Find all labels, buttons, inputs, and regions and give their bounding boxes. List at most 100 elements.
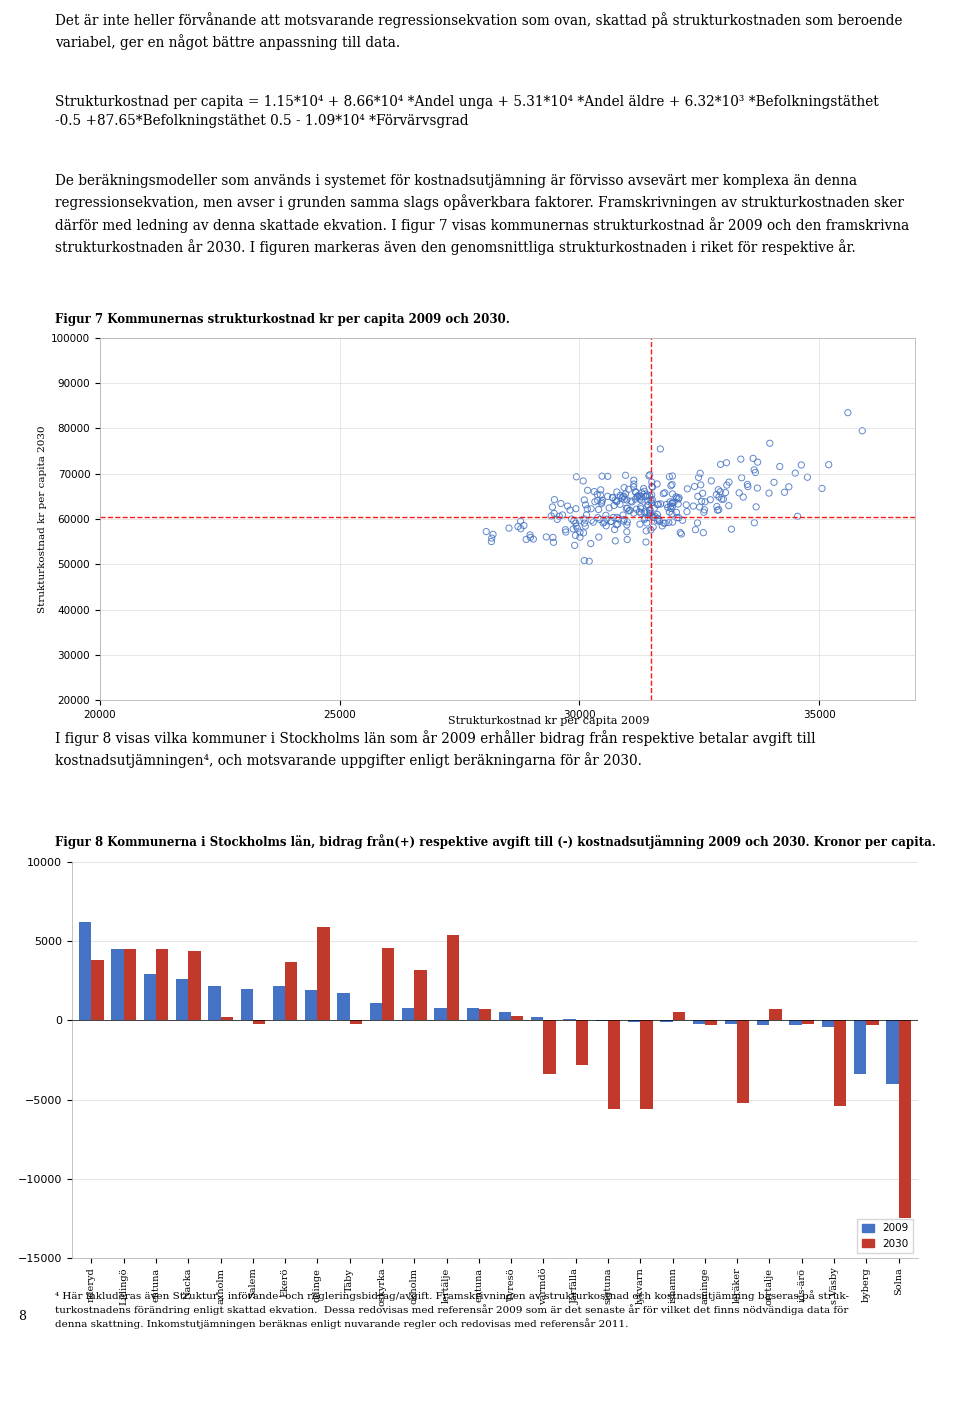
Point	[673, 522, 688, 545]
Point	[719, 451, 734, 474]
Point	[484, 526, 499, 549]
Point	[634, 481, 649, 503]
Bar	[854, 1021, 866, 1074]
Point	[660, 496, 676, 519]
Point	[605, 486, 620, 509]
Bar	[628, 1021, 640, 1022]
Bar	[434, 1008, 446, 1021]
Bar	[757, 1021, 770, 1025]
Point	[721, 495, 736, 518]
Bar	[576, 1021, 588, 1065]
Point	[565, 518, 581, 540]
Point	[616, 509, 632, 532]
Point	[696, 501, 711, 523]
Point	[655, 515, 670, 538]
Point	[555, 503, 570, 526]
Point	[679, 493, 694, 516]
Point	[790, 505, 805, 528]
Point	[708, 483, 724, 506]
Point	[709, 499, 725, 522]
Point	[714, 488, 730, 510]
Point	[610, 513, 625, 536]
Bar	[318, 927, 329, 1021]
Point	[735, 486, 751, 509]
Bar	[382, 947, 395, 1021]
Point	[584, 509, 599, 532]
Point	[609, 491, 624, 513]
Point	[580, 479, 595, 502]
Point	[626, 469, 641, 492]
Point	[572, 520, 588, 543]
Point	[577, 512, 592, 535]
Point	[568, 465, 584, 488]
Point	[663, 495, 679, 518]
Bar	[370, 1003, 382, 1021]
Point	[670, 492, 685, 515]
Point	[593, 479, 609, 502]
Point	[550, 508, 565, 530]
Text: Figur 8 Kommunerna i Stockholms län, bidrag från(+) respektive avgift till (-) k: Figur 8 Kommunerna i Stockholms län, bid…	[55, 835, 936, 849]
Point	[589, 483, 605, 506]
Point	[748, 461, 763, 483]
Point	[750, 476, 765, 499]
Point	[652, 509, 667, 532]
Point	[664, 465, 680, 488]
Point	[513, 518, 528, 540]
Point	[639, 501, 655, 523]
Point	[598, 503, 613, 526]
Point	[618, 482, 634, 505]
Point	[643, 489, 659, 512]
Point	[513, 510, 528, 533]
Point	[616, 508, 632, 530]
Point	[588, 491, 603, 513]
Point	[600, 465, 615, 488]
Point	[632, 501, 647, 523]
Point	[594, 492, 610, 515]
Bar	[156, 948, 168, 1021]
Point	[661, 465, 677, 488]
Point	[567, 535, 583, 557]
Point	[636, 479, 652, 502]
Point	[713, 454, 729, 476]
Point	[612, 508, 627, 530]
Point	[615, 485, 631, 508]
Point	[608, 529, 623, 552]
Point	[671, 506, 686, 529]
Point	[650, 503, 665, 526]
Point	[669, 501, 684, 523]
Point	[687, 519, 703, 542]
Point	[612, 483, 628, 506]
Point	[636, 501, 652, 523]
Text: De beräkningsmodeller som används i systemet för kostnadsutjämning är förvisso a: De beräkningsmodeller som används i syst…	[55, 173, 909, 255]
Point	[690, 485, 706, 508]
Point	[658, 482, 673, 505]
Point	[694, 491, 709, 513]
Point	[640, 493, 656, 516]
Point	[675, 509, 690, 532]
Point	[653, 438, 668, 461]
Point	[642, 485, 658, 508]
Point	[661, 501, 677, 523]
Point	[518, 528, 534, 550]
Point	[630, 485, 645, 508]
Point	[777, 481, 792, 503]
Point	[628, 488, 643, 510]
Point	[640, 491, 656, 513]
Point	[622, 499, 637, 522]
Point	[592, 483, 608, 506]
Point	[787, 462, 803, 485]
Point	[586, 510, 601, 533]
Point	[572, 509, 588, 532]
Point	[657, 512, 672, 535]
Bar	[737, 1021, 750, 1103]
Point	[546, 502, 562, 525]
Point	[612, 493, 628, 516]
Bar	[511, 1015, 523, 1021]
Bar	[144, 974, 156, 1021]
Point	[545, 526, 561, 549]
Point	[522, 523, 538, 546]
Point	[618, 464, 634, 486]
Point	[616, 476, 632, 499]
Point	[539, 526, 554, 549]
Bar	[273, 985, 285, 1021]
